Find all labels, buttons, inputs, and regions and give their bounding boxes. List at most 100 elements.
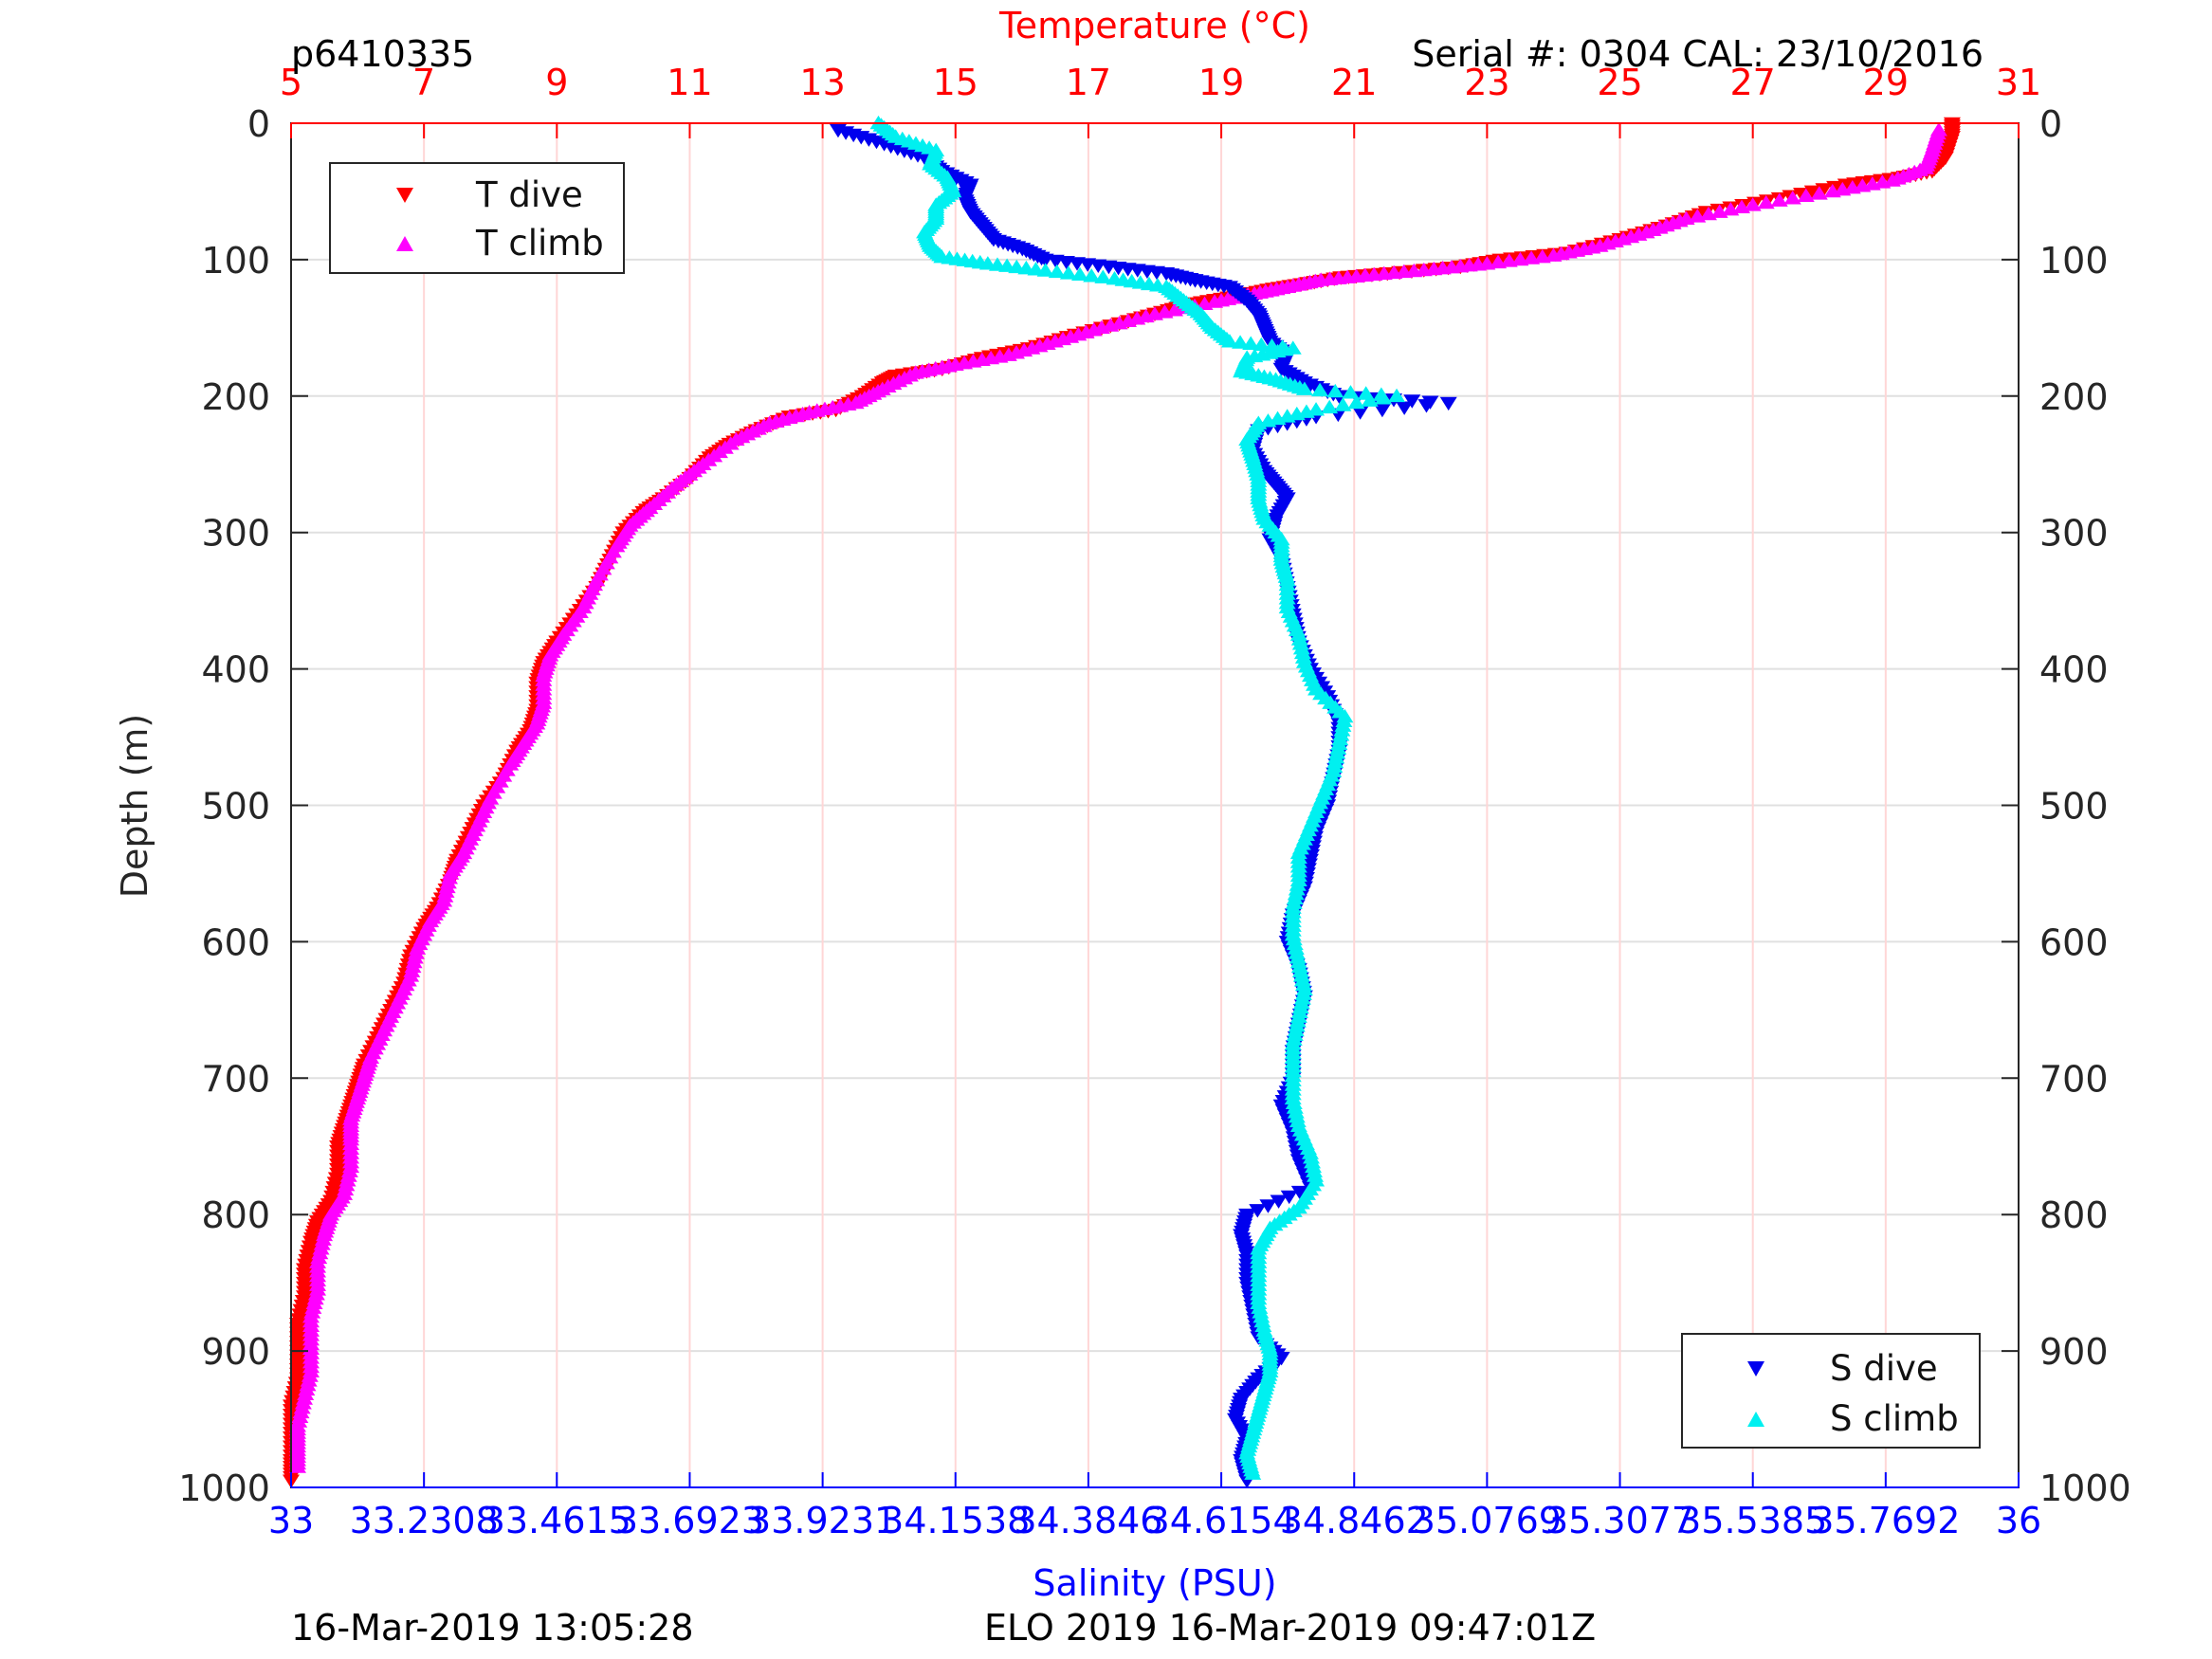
depth-tick-label-right: 800 bbox=[2039, 1194, 2109, 1236]
data-point-t-climb bbox=[1511, 251, 1529, 266]
data-point-s-climb bbox=[1307, 402, 1325, 416]
data-point-s-climb bbox=[1278, 409, 1296, 423]
legend-temperature: T dive T climb bbox=[329, 162, 625, 274]
data-point-t-climb bbox=[1523, 250, 1541, 264]
depth-tick-label-left: 200 bbox=[201, 376, 270, 418]
temperature-tick-label: 21 bbox=[1331, 62, 1377, 103]
data-point-s-dive bbox=[1270, 1194, 1288, 1209]
data-point-s-climb bbox=[1252, 337, 1271, 352]
data-point-t-climb bbox=[1166, 302, 1184, 317]
temperature-tick-label: 5 bbox=[280, 62, 302, 103]
depth-tick-label-left: 500 bbox=[201, 786, 270, 828]
series-t-climb bbox=[289, 122, 1947, 1473]
legend-t-climb-marker bbox=[396, 236, 413, 251]
legend-s-dive-label: S dive bbox=[1830, 1348, 1938, 1389]
data-point-s-dive bbox=[1290, 1185, 1308, 1200]
depth-tick-label-right: 200 bbox=[2039, 376, 2109, 418]
data-point-s-climb bbox=[1326, 383, 1344, 398]
depth-tick-label-left: 900 bbox=[201, 1331, 270, 1373]
data-point-t-climb bbox=[1810, 186, 1828, 200]
data-point-s-climb bbox=[1094, 269, 1112, 283]
depth-tick-label-right: 0 bbox=[2039, 103, 2062, 145]
data-point-s-dive bbox=[1396, 401, 1414, 415]
data-point-t-climb bbox=[1733, 199, 1751, 214]
depth-tick-label-left: 400 bbox=[201, 649, 270, 691]
depth-tick-label-left: 0 bbox=[247, 103, 270, 145]
data-point-s-climb bbox=[1297, 404, 1315, 418]
depth-tick-label-right: 700 bbox=[2039, 1058, 2109, 1100]
data-point-s-climb bbox=[1334, 397, 1352, 411]
profile-id: p6410335 bbox=[291, 33, 474, 75]
depth-tick-label-right: 400 bbox=[2039, 649, 2109, 691]
legend-salinity-box bbox=[1681, 1333, 1981, 1449]
temperature-tick-label: 29 bbox=[1863, 62, 1909, 103]
temperature-tick-label: 27 bbox=[1730, 62, 1776, 103]
salinity-tick-label: 35.3077 bbox=[1545, 1500, 1694, 1541]
data-point-s-climb bbox=[1347, 394, 1365, 410]
salinity-tick-label: 34.3846 bbox=[1014, 1500, 1162, 1541]
temperature-tick-label: 11 bbox=[667, 62, 712, 103]
footer-mission: ELO 2019 16-Mar-2019 09:47:01Z bbox=[984, 1607, 1596, 1649]
data-point-t-climb bbox=[1196, 296, 1214, 310]
footer-timestamp: 16-Mar-2019 13:05:28 bbox=[291, 1607, 694, 1649]
data-point-t-climb bbox=[1490, 254, 1508, 269]
data-point-t-climb bbox=[1834, 181, 1852, 196]
data-point-t-climb bbox=[1883, 173, 1901, 187]
data-point-s-climb bbox=[1321, 399, 1339, 414]
data-point-s-dive bbox=[1351, 406, 1369, 420]
legend-s-dive-marker bbox=[1747, 1361, 1764, 1376]
data-point-t-climb bbox=[1874, 174, 1892, 189]
temperature-tick-label: 15 bbox=[933, 62, 978, 103]
legend-t-climb-label: T climb bbox=[475, 223, 604, 264]
salinity-tick-label: 36 bbox=[1996, 1500, 2041, 1541]
data-point-t-climb bbox=[1823, 183, 1841, 198]
grid-layer bbox=[290, 122, 2020, 1488]
salinity-axis-label: Salinity (PSU) bbox=[1033, 1562, 1276, 1604]
data-point-t-climb bbox=[1206, 294, 1224, 308]
temperature-tick-label: 25 bbox=[1597, 62, 1642, 103]
data-point-s-climb bbox=[1374, 391, 1392, 405]
depth-tick-label-left: 600 bbox=[201, 921, 270, 963]
depth-tick-label-left: 1000 bbox=[178, 1468, 270, 1509]
legend-s-climb-label: S climb bbox=[1830, 1398, 1959, 1439]
salinity-tick-label: 34.1538 bbox=[881, 1500, 1030, 1541]
temperature-tick-label: 23 bbox=[1464, 62, 1509, 103]
data-point-t-climb bbox=[1710, 204, 1728, 218]
depth-tick-label-right: 1000 bbox=[2039, 1468, 2131, 1509]
salinity-tick-label: 33.2308 bbox=[350, 1500, 499, 1541]
data-point-t-climb bbox=[1689, 209, 1707, 223]
data-point-s-dive bbox=[1249, 1204, 1267, 1218]
data-point-s-climb bbox=[1083, 268, 1101, 283]
data-point-s-climb bbox=[1388, 388, 1406, 403]
depth-tick-label-left: 800 bbox=[201, 1194, 270, 1236]
data-point-s-dive bbox=[1417, 399, 1435, 413]
depth-tick-label-left: 100 bbox=[201, 240, 270, 282]
legend-t-dive-label: T dive bbox=[475, 174, 583, 215]
data-point-s-climb bbox=[1311, 382, 1329, 397]
data-point-s-climb bbox=[1288, 406, 1306, 421]
data-point-s-climb bbox=[1244, 1466, 1262, 1480]
data-point-t-climb bbox=[1500, 253, 1518, 267]
data-point-s-climb bbox=[1036, 263, 1054, 277]
data-point-s-climb bbox=[1048, 264, 1066, 279]
depth-axis-label: Depth (m) bbox=[114, 714, 155, 899]
series-layer bbox=[283, 115, 1961, 1488]
temperature-tick-label: 19 bbox=[1198, 62, 1244, 103]
data-point-s-climb bbox=[1269, 410, 1287, 426]
data-point-t-climb bbox=[1545, 247, 1563, 262]
data-point-t-climb bbox=[1783, 191, 1801, 205]
legend-salinity: S dive S climb bbox=[1681, 1333, 1981, 1449]
temperature-axis-label: Temperature (°C) bbox=[998, 5, 1310, 46]
data-point-t-climb bbox=[1744, 197, 1762, 211]
data-point-s-climb bbox=[1361, 392, 1379, 407]
data-point-s-climb bbox=[1342, 385, 1360, 399]
salinity-tick-label: 33.6923 bbox=[615, 1500, 764, 1541]
data-point-s-climb bbox=[1259, 413, 1277, 428]
data-point-s-climb bbox=[1295, 381, 1313, 395]
salinity-tick-label: 35.0769 bbox=[1413, 1500, 1562, 1541]
data-point-s-dive bbox=[1373, 403, 1391, 418]
legend-s-climb-marker bbox=[1747, 1412, 1764, 1427]
temperature-tick-label: 7 bbox=[412, 62, 435, 103]
legend-t-dive-marker bbox=[396, 188, 413, 203]
series-s-climb bbox=[869, 115, 1406, 1480]
